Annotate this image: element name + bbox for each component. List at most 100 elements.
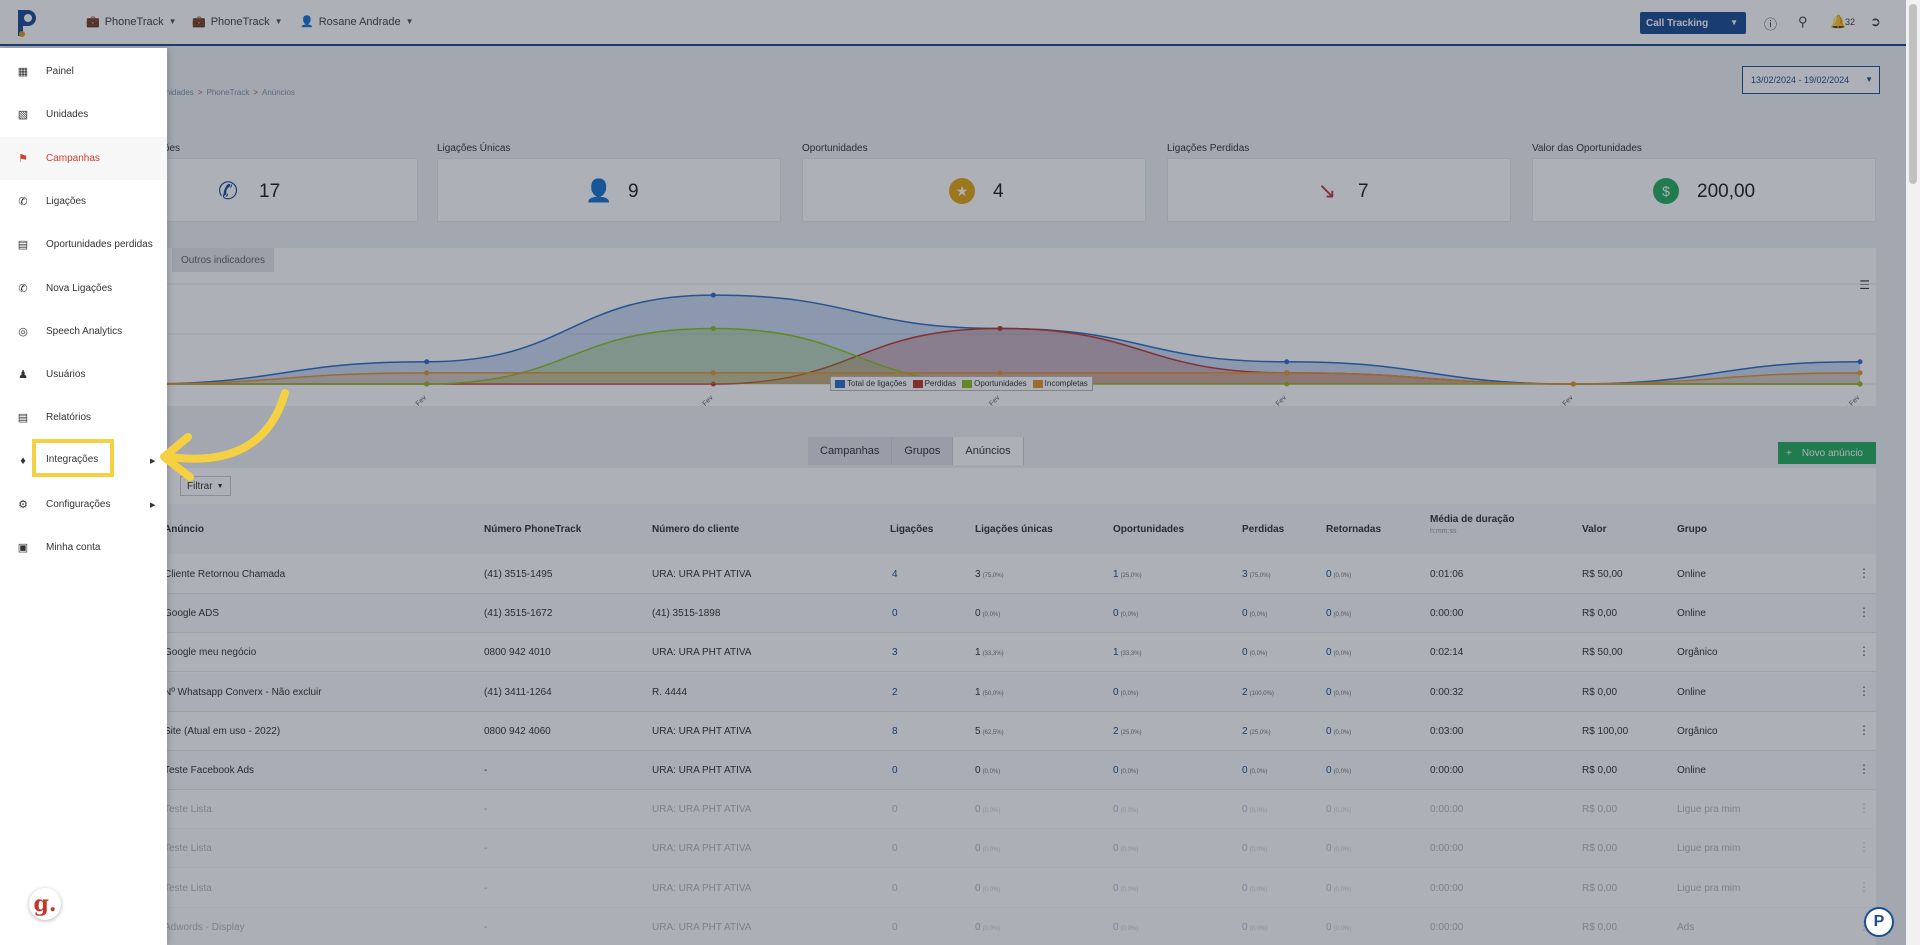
cell-ret[interactable]: 0 (0,0%) [1326,647,1352,659]
table-row[interactable]: Teste Lista - URA: URA PHT ATIVA 0 0 (0,0%) 0(… [140,829,1876,869]
cell-lig[interactable]: 2 [892,686,898,698]
cell-ret[interactable]: 0 (0,0%) [1326,725,1352,737]
row-actions-icon[interactable]: ⋮ [1858,801,1870,816]
row-actions-icon[interactable]: ⋮ [1858,566,1870,580]
cell-per[interactable]: 0 (0,0%) [1242,882,1268,894]
company-selector-2[interactable]: 💼 PhoneTrack ▼ [192,15,283,29]
hamburger-menu-icon[interactable]: ☰ [1859,278,1870,292]
g-widget-badge[interactable]: g. [29,888,61,920]
table-row[interactable]: Site (Atual em uso - 2022) 0800 942 4060 U… [140,712,1876,751]
cell-ret[interactable]: 0 (0,0%) [1326,921,1352,933]
tab-anuncios[interactable]: Anúncios [953,437,1024,465]
logout-icon[interactable]: ➲ [1870,14,1881,29]
row-actions-icon[interactable]: ⋮ [1858,722,1870,737]
cell-per[interactable]: 0 (0,0%) [1242,765,1268,776]
cell-per[interactable]: 0 (0,0%) [1242,608,1268,620]
tab-outros-indicadores[interactable]: Outros indicadores [172,248,274,272]
tab-grupos[interactable]: Grupos [892,437,954,465]
table-row[interactable]: Adwords - Display - URA: URA PHT ATIVA 0 0 (0… [140,907,1876,945]
cell-lig[interactable]: 3 [892,647,898,659]
legend-item-oportunidades[interactable]: Oportunidades [962,379,1027,388]
cell-per[interactable]: 0 (0,0%) [1242,647,1268,659]
cell-ret[interactable]: 0 (0,0%) [1326,686,1352,698]
table-row[interactable]: Teste Lista - URA: URA PHT ATIVA 0 0 (0,0%) 0(… [140,790,1876,830]
sidebar-item-speech-analytics[interactable]: ◎ Speech Analytics [0,310,167,353]
scrollbar-thumb[interactable] [1909,4,1917,184]
cell-ret[interactable]: 0 (0,0%) [1326,843,1352,855]
sidebar-item-relat-rios[interactable]: ▤ Relatórios [0,396,167,439]
cell-ret[interactable]: 0 (0,0%) [1326,608,1352,620]
cell-op[interactable]: 0 (0,0%) [1113,765,1139,776]
header-numero-cliente[interactable]: Número do cliente [652,524,740,535]
bell-icon[interactable]: 🔔 [1830,14,1847,29]
table-row[interactable]: Teste Facebook Ads - URA: URA PHT ATIVA 0 0(… [140,751,1876,790]
sidebar-item-liga-es[interactable]: ✆ Ligações [0,180,167,223]
breadcrumb-phonetrack[interactable]: PhoneTrack [206,88,250,97]
header-media-duracao[interactable]: Média de duração h:mm:ss [1430,514,1515,535]
header-numero-phonetrack[interactable]: Número PhoneTrack [484,524,582,535]
header-valor[interactable]: Valor [1582,524,1607,535]
cell-lig[interactable]: 0 [892,882,898,894]
cell-lig[interactable]: 0 [892,608,898,620]
row-actions-icon[interactable]: ⋮ [1858,762,1870,776]
cell-op[interactable]: 2 (25,0%) [1113,725,1142,737]
table-row[interactable]: Google meu negócio 0800 942 4010 URA: URA … [140,633,1876,673]
header-oportunidades[interactable]: Oportunidades [1113,524,1185,535]
header-ligacoes-unicas[interactable]: Ligações únicas [975,524,1053,535]
cell-lig[interactable]: 0 [892,804,898,816]
sidebar-item-nova-liga-es[interactable]: ✆ Nova Ligações [0,267,167,310]
header-ligacoes[interactable]: Ligações [890,524,934,535]
cell-lig[interactable]: 0 [892,765,898,776]
cell-op[interactable]: 0 (0,0%) [1113,882,1139,894]
cell-ret[interactable]: 0 (0,0%) [1326,765,1352,776]
novo-anuncio-button[interactable]: + Novo anúncio [1778,442,1876,464]
cell-ret[interactable]: 0 (0,0%) [1326,882,1352,894]
cell-per[interactable]: 3 (75,0%) [1242,569,1271,580]
sidebar-item-minha-conta[interactable]: ▣ Minha conta [0,526,167,569]
date-range-picker[interactable]: 13/02/2024 - 19/02/2024 ▼ [1742,66,1880,94]
filter-button[interactable]: Filtrar ▼ [180,476,231,496]
sidebar-item-configura-es[interactable]: ⚙ Configurações ▶ [0,483,167,526]
cell-op[interactable]: 0 (0,0%) [1113,608,1139,620]
header-perdidas[interactable]: Perdidas [1242,524,1285,535]
cell-op[interactable]: 1 (33,3%) [1113,647,1142,659]
cell-ret[interactable]: 0 (0,0%) [1326,804,1352,816]
cell-op[interactable]: 0 (0,0%) [1113,921,1139,933]
cell-op[interactable]: 1 (25,0%) [1113,569,1142,580]
cell-op[interactable]: 0 (0,0%) [1113,804,1139,816]
cell-lig[interactable]: 0 [892,843,898,855]
sidebar-item-oportunidades-perdidas[interactable]: ▤ Oportunidades perdidas [0,223,167,266]
cell-op[interactable]: 0 (0,0%) [1113,843,1139,855]
cell-per[interactable]: 0 (0,0%) [1242,843,1268,855]
cell-lig[interactable]: 8 [892,725,898,737]
user-menu[interactable]: 👤 Rosane Andrade ▼ [300,15,414,29]
sidebar-item-usu-rios[interactable]: ♟ Usuários [0,353,167,396]
legend-item-incompletas[interactable]: Incompletas [1032,379,1088,388]
search-icon[interactable]: ⚲ [1798,14,1808,29]
tab-campanhas[interactable]: Campanhas [808,437,893,465]
cell-ret[interactable]: 0 (0,0%) [1326,569,1352,580]
header-grupo[interactable]: Grupo [1677,524,1707,535]
sidebar-item-campanhas[interactable]: ⚑ Campanhas [0,136,167,180]
cell-lig[interactable]: 0 [892,921,898,933]
table-row[interactable]: Teste Lista - URA: URA PHT ATIVA 0 0 (0,0%) 0(… [140,869,1876,908]
legend-item-perdidas[interactable]: Perdidas [912,379,956,388]
integracoes-highlight[interactable]: Integrações [32,439,114,477]
table-row[interactable]: Cliente Retornou Chamada (41) 3515-1495 UR… [140,555,1876,594]
table-row[interactable]: Nº Whatsapp Converx - Não excluir (41) 34… [140,672,1876,712]
table-row[interactable]: Google ADS (41) 3515-1672 (41) 3515-1898 0 0… [140,594,1876,634]
page-scrollbar[interactable] [1906,0,1920,945]
header-anuncio[interactable]: Anúncio [164,524,204,535]
header-retornadas[interactable]: Retornadas [1326,524,1382,535]
row-actions-icon[interactable]: ⋮ [1858,605,1870,620]
row-actions-icon[interactable]: ⋮ [1858,683,1870,698]
legend-item-total[interactable]: Total de ligações [835,379,907,388]
sidebar-item-painel[interactable]: ▦ Painel [0,50,167,93]
cell-per[interactable]: 2 (100,0%) [1242,686,1274,698]
sidebar-item-unidades[interactable]: ▧ Unidades [0,93,167,136]
chat-widget-icon[interactable]: P [1864,907,1894,937]
cell-per[interactable]: 2 (25,0%) [1242,725,1271,737]
row-actions-icon[interactable]: ⋮ [1858,840,1870,855]
help-icon[interactable]: ⓘ [1764,17,1778,32]
